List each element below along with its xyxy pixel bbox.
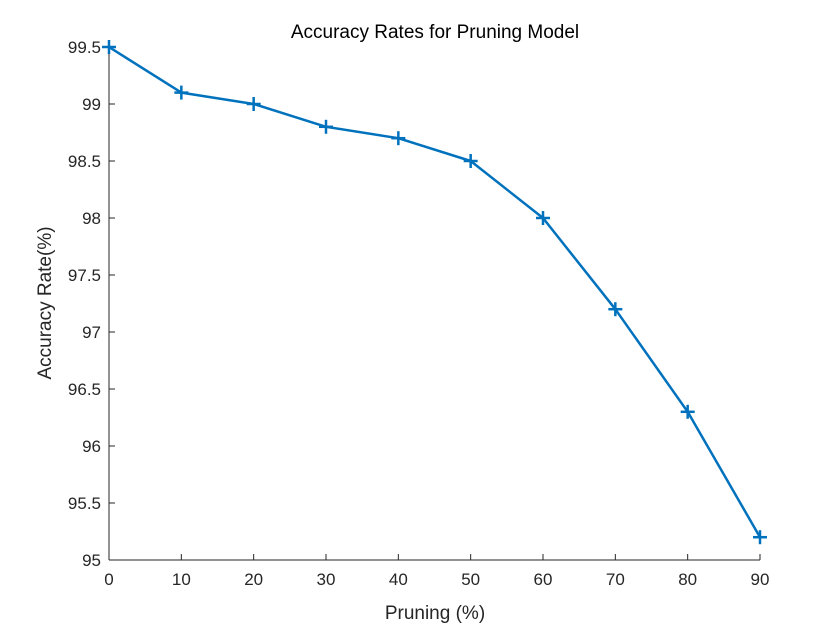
- data-point-marker: [102, 40, 116, 54]
- data-point-marker: [463, 154, 478, 168]
- y-tick-label: 99.5: [68, 38, 101, 57]
- x-tick-label: 30: [317, 570, 336, 589]
- data-point-marker: [608, 302, 623, 317]
- x-tick-label: 20: [244, 570, 263, 589]
- data-point-marker: [246, 97, 261, 111]
- y-axis-label: Accuracy Rate(%): [35, 226, 56, 379]
- x-tick-label: 50: [461, 570, 480, 589]
- x-axis-ticks: 0 10 20 30 40 50 60 70 80 90: [104, 554, 769, 589]
- data-point-marker: [753, 530, 767, 545]
- data-point-marker: [680, 404, 695, 419]
- data-point-marker: [174, 85, 189, 100]
- plot-area: 0 10 20 30 40 50 60 70 80 90 95 95.5 96 96.5 97 97.5 98…: [68, 38, 770, 589]
- data-point-marker: [391, 131, 406, 146]
- x-tick-label: 10: [172, 570, 191, 589]
- chart-title: Accuracy Rates for Pruning Model: [291, 22, 579, 43]
- y-tick-label: 97.5: [68, 266, 101, 285]
- y-tick-label: 97: [82, 323, 101, 342]
- x-tick-label: 90: [751, 570, 770, 589]
- y-tick-label: 96.5: [68, 380, 101, 399]
- x-tick-label: 70: [606, 570, 625, 589]
- y-tick-label: 98: [82, 209, 101, 228]
- y-tick-label: 95: [82, 551, 101, 570]
- data-point-marker: [319, 119, 333, 134]
- y-tick-label: 96: [82, 437, 101, 456]
- x-tick-label: 60: [534, 570, 553, 589]
- y-tick-label: 99: [82, 95, 101, 114]
- y-axis-ticks: 95 95.5 96 96.5 97 97.5 98 98.5 99 99.5: [68, 38, 115, 570]
- y-tick-label: 98.5: [68, 152, 101, 171]
- series-layer: [102, 40, 767, 545]
- y-tick-label: 95.5: [68, 494, 101, 513]
- data-point-marker: [536, 211, 550, 225]
- x-axis-label: Pruning (%): [385, 603, 485, 624]
- series-line: [107, 45, 762, 539]
- x-tick-label: 0: [104, 570, 113, 589]
- x-tick-label: 80: [678, 570, 697, 589]
- x-tick-label: 40: [389, 570, 408, 589]
